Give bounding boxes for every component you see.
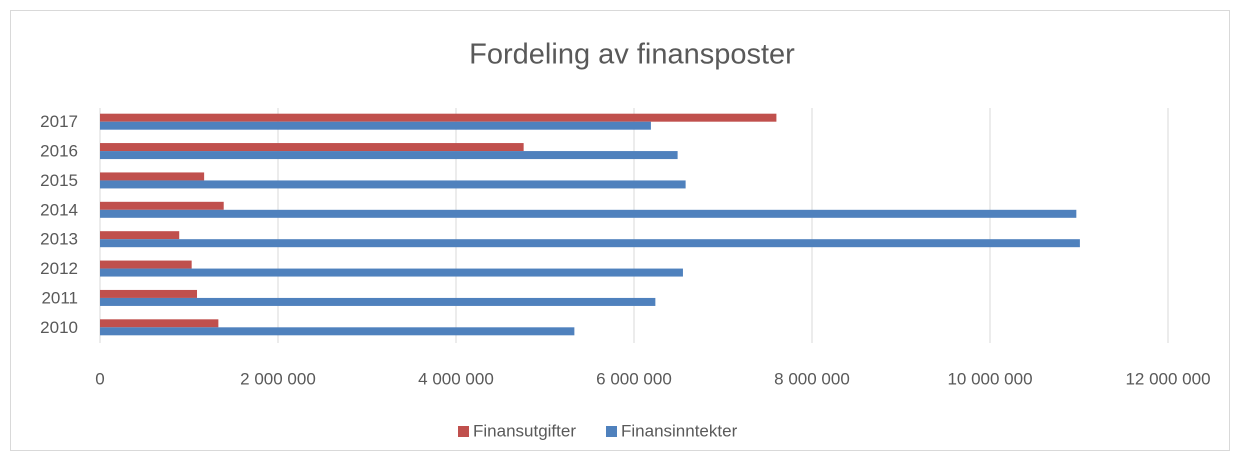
bar bbox=[100, 289, 198, 298]
chart-border bbox=[10, 10, 1230, 451]
y-tick-label: 2014 bbox=[40, 200, 78, 219]
y-tick-label: 2012 bbox=[40, 259, 78, 278]
y-tick-label: 2017 bbox=[40, 112, 78, 131]
x-tick-label: 12 000 000 bbox=[1125, 369, 1210, 388]
bar bbox=[100, 121, 651, 130]
bar bbox=[100, 172, 205, 181]
x-tick-label: 2 000 000 bbox=[240, 369, 316, 388]
bar bbox=[100, 209, 1077, 218]
bar bbox=[100, 151, 678, 160]
y-tick-label: 2011 bbox=[41, 288, 78, 307]
y-tick-label: 2010 bbox=[40, 318, 78, 337]
legend-label: Finansutgifter bbox=[473, 421, 576, 440]
bar bbox=[100, 319, 219, 328]
bar bbox=[100, 231, 180, 240]
bar bbox=[100, 297, 656, 306]
x-tick-label: 6 000 000 bbox=[596, 369, 672, 388]
x-tick-label: 4 000 000 bbox=[418, 369, 494, 388]
bar bbox=[100, 327, 575, 336]
bar bbox=[100, 143, 524, 152]
bar bbox=[100, 180, 686, 189]
bar bbox=[100, 239, 1080, 248]
bar bbox=[100, 260, 192, 269]
x-tick-label: 8 000 000 bbox=[774, 369, 850, 388]
bar bbox=[100, 201, 224, 210]
legend-swatch bbox=[606, 426, 617, 437]
chart-title: Fordeling av finansposter bbox=[469, 39, 795, 71]
x-tick-label: 0 bbox=[95, 369, 104, 388]
y-tick-label: 2015 bbox=[40, 171, 78, 190]
bar bbox=[100, 268, 683, 277]
bar bbox=[100, 113, 777, 122]
x-tick-label: 10 000 000 bbox=[947, 369, 1032, 388]
legend-swatch bbox=[458, 426, 469, 437]
y-tick-label: 2013 bbox=[40, 230, 78, 249]
legend-label: Finansinntekter bbox=[621, 421, 738, 440]
y-tick-label: 2016 bbox=[40, 142, 78, 161]
